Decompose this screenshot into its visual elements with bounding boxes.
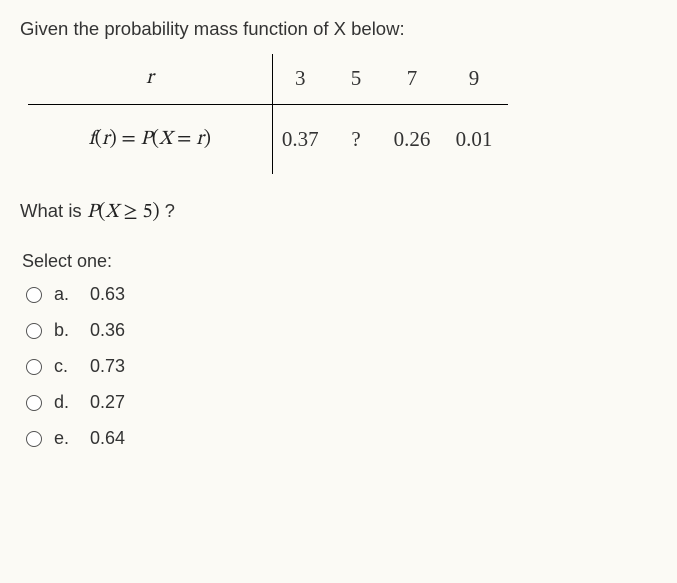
radio-icon[interactable] — [26, 431, 42, 447]
radio-icon[interactable] — [26, 323, 42, 339]
cell-value: 0.01 — [440, 104, 508, 174]
radio-icon[interactable] — [26, 287, 42, 303]
table-header-row: r 3 5 7 9 — [28, 54, 508, 104]
question-line: What is P(X ≥ 5) ? — [20, 200, 659, 225]
row-label-r: r — [28, 54, 272, 104]
option-letter: e. — [54, 428, 78, 449]
option-b[interactable]: b. 0.36 — [26, 320, 659, 341]
option-text: 0.63 — [90, 284, 125, 305]
cell-value: 0.26 — [384, 104, 440, 174]
col-header: 7 — [384, 54, 440, 104]
select-one-label: Select one: — [22, 251, 659, 272]
option-letter: c. — [54, 356, 78, 377]
option-text: 0.27 — [90, 392, 125, 413]
col-header: 5 — [328, 54, 384, 104]
table-data-row: f(r) = P(X = r) 0.37 ? 0.26 0.01 — [28, 104, 508, 174]
col-header: 3 — [272, 54, 328, 104]
option-text: 0.36 — [90, 320, 125, 341]
option-text: 0.64 — [90, 428, 125, 449]
option-text: 0.73 — [90, 356, 125, 377]
option-d[interactable]: d. 0.27 — [26, 392, 659, 413]
question-intro: Given the probability mass function of X… — [20, 18, 659, 40]
option-a[interactable]: a. 0.63 — [26, 284, 659, 305]
pmf-table: r 3 5 7 9 f(r) = P(X = r) 0.37 ? 0.26 0.… — [28, 54, 508, 174]
row-label-fr: f(r) = P(X = r) — [28, 104, 272, 174]
col-header: 9 — [440, 54, 508, 104]
option-letter: d. — [54, 392, 78, 413]
cell-value: 0.37 — [272, 104, 328, 174]
option-letter: a. — [54, 284, 78, 305]
cell-value: ? — [328, 104, 384, 174]
options-group: a. 0.63 b. 0.36 c. 0.73 d. 0.27 e. 0.64 — [26, 284, 659, 449]
radio-icon[interactable] — [26, 359, 42, 375]
radio-icon[interactable] — [26, 395, 42, 411]
option-e[interactable]: e. 0.64 — [26, 428, 659, 449]
option-letter: b. — [54, 320, 78, 341]
option-c[interactable]: c. 0.73 — [26, 356, 659, 377]
